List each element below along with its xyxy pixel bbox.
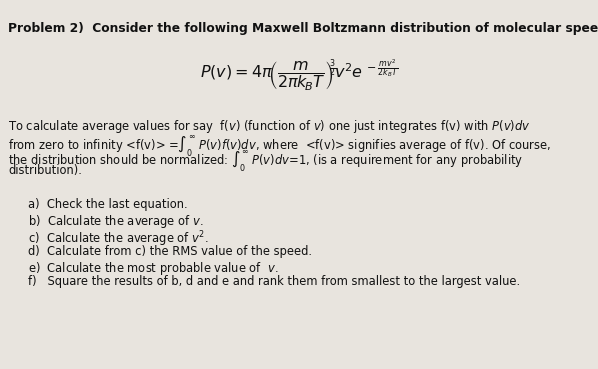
Text: Problem 2)  Consider the following Maxwell Boltzmann distribution of molecular s: Problem 2) Consider the following Maxwel… <box>8 22 598 35</box>
Text: distribution).: distribution). <box>8 165 82 177</box>
Text: e)  Calculate the most probable value of  $v$.: e) Calculate the most probable value of … <box>28 260 279 277</box>
Text: To calculate average values for say  f($v$) (function of $v$) one just integrate: To calculate average values for say f($v… <box>8 118 530 135</box>
Text: c)  Calculate the average of $v^2$.: c) Calculate the average of $v^2$. <box>28 229 209 249</box>
Text: b)  Calculate the average of $v$.: b) Calculate the average of $v$. <box>28 214 204 231</box>
Text: f)   Square the results of b, d and e and rank them from smallest to the largest: f) Square the results of b, d and e and … <box>28 276 520 289</box>
Text: $P(v) = 4\pi\!\left(\dfrac{m}{2\pi k_{\!B}T}\right)^{\!\!\frac{3}{2}}\!v^2 e^{\,: $P(v) = 4\pi\!\left(\dfrac{m}{2\pi k_{\!… <box>200 58 398 93</box>
Text: the distribution should be normalized: $\int_0^{\infty}$ $P(v)dv$=1, (is a requi: the distribution should be normalized: $… <box>8 149 523 174</box>
Text: from zero to infinity <f(v)> =$\int_0^{\infty}$ $P(v)f(v)dv$, where  <f(v)> sign: from zero to infinity <f(v)> =$\int_0^{\… <box>8 134 551 159</box>
Text: a)  Check the last equation.: a) Check the last equation. <box>28 198 188 211</box>
Text: d)  Calculate from c) the RMS value of the speed.: d) Calculate from c) the RMS value of th… <box>28 245 312 258</box>
